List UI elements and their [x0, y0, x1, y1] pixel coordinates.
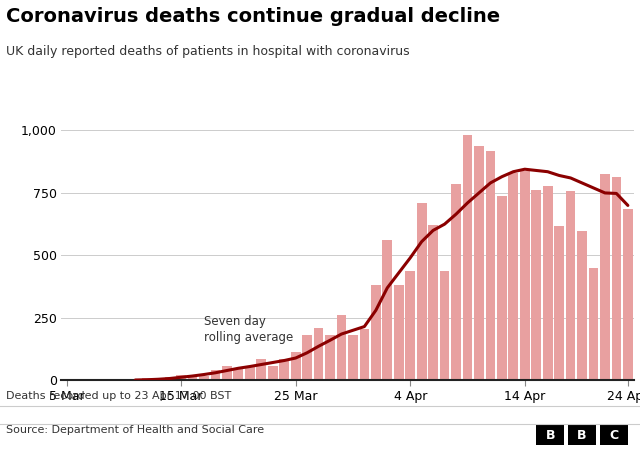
- Text: C: C: [609, 429, 618, 442]
- Text: B: B: [545, 429, 555, 442]
- Bar: [589, 268, 598, 380]
- Bar: [245, 366, 255, 380]
- Bar: [612, 177, 621, 380]
- Bar: [291, 351, 301, 380]
- Bar: [508, 173, 518, 380]
- Bar: [222, 366, 232, 380]
- Bar: [474, 146, 484, 380]
- Bar: [543, 186, 552, 380]
- Text: Coronavirus deaths continue gradual decline: Coronavirus deaths continue gradual decl…: [6, 7, 500, 26]
- Bar: [600, 174, 610, 380]
- Bar: [463, 135, 472, 380]
- Bar: [451, 184, 461, 380]
- Text: Deaths recorded up to 23 Apr 17:00 BST: Deaths recorded up to 23 Apr 17:00 BST: [6, 391, 232, 401]
- Bar: [577, 231, 587, 380]
- Bar: [531, 190, 541, 380]
- Bar: [199, 376, 209, 380]
- Bar: [405, 270, 415, 380]
- Bar: [176, 375, 186, 380]
- Bar: [142, 378, 152, 380]
- FancyBboxPatch shape: [568, 426, 596, 446]
- FancyBboxPatch shape: [600, 426, 628, 446]
- Bar: [279, 359, 289, 380]
- Bar: [325, 335, 335, 380]
- Bar: [417, 203, 426, 380]
- Bar: [394, 285, 404, 380]
- Bar: [154, 379, 163, 380]
- Bar: [520, 171, 530, 380]
- Bar: [234, 368, 243, 380]
- Bar: [188, 376, 197, 380]
- Bar: [371, 285, 381, 380]
- Text: Source: Department of Health and Social Care: Source: Department of Health and Social …: [6, 425, 264, 435]
- Bar: [497, 196, 507, 380]
- Bar: [211, 370, 220, 380]
- Bar: [360, 329, 369, 380]
- Bar: [257, 359, 266, 380]
- Bar: [623, 209, 633, 380]
- Bar: [348, 335, 358, 380]
- Bar: [164, 377, 175, 380]
- Bar: [440, 271, 449, 380]
- FancyBboxPatch shape: [536, 426, 564, 446]
- Bar: [302, 335, 312, 380]
- Text: Seven day
rolling average: Seven day rolling average: [204, 315, 293, 344]
- Bar: [554, 226, 564, 380]
- Text: B: B: [577, 429, 587, 442]
- Bar: [428, 225, 438, 380]
- Bar: [337, 315, 346, 380]
- Bar: [383, 240, 392, 380]
- Bar: [314, 328, 323, 380]
- Text: UK daily reported deaths of patients in hospital with coronavirus: UK daily reported deaths of patients in …: [6, 45, 410, 58]
- Bar: [486, 151, 495, 380]
- Bar: [566, 191, 575, 380]
- Bar: [268, 366, 278, 380]
